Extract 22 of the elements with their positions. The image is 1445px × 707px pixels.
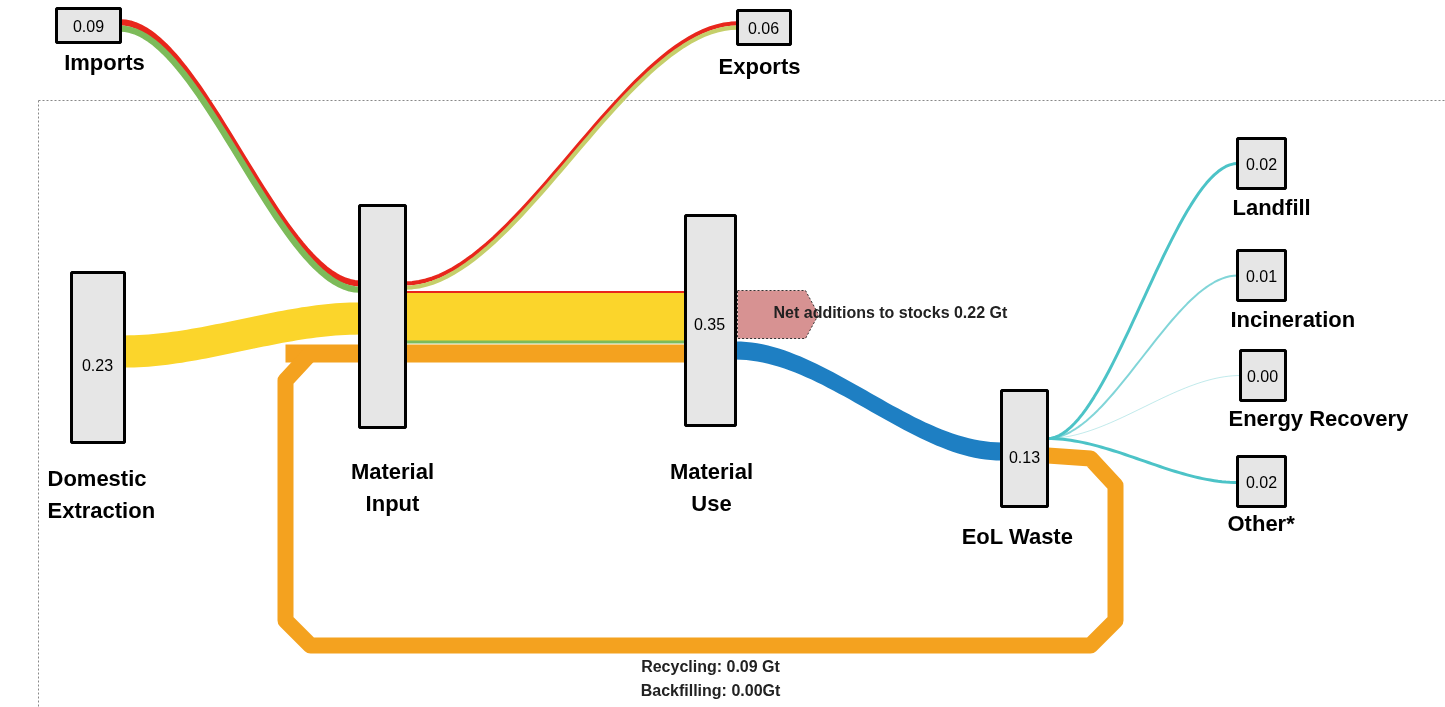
category-label: Landfill: [1232, 194, 1311, 220]
category-label: Domestic Extraction: [47, 465, 156, 523]
text: Backfilling: 0.00Gt: [640, 682, 781, 699]
data-label: 0.13: [1008, 448, 1041, 466]
data-label: 0.09: [72, 17, 105, 35]
data-label: 0.23: [81, 356, 114, 374]
category-label: Material Use: [669, 458, 754, 516]
text: Net additions to stocks 0.22 Gt: [773, 304, 1008, 321]
data-label: 0.02: [1245, 473, 1278, 491]
category-label: Material Input: [350, 458, 435, 516]
data-label: 0.00: [1246, 367, 1279, 385]
category-label: Other*: [1227, 510, 1296, 536]
data-label: 0.35: [693, 315, 726, 333]
data-label: 0.06: [747, 19, 780, 37]
category-label: Exports: [718, 54, 801, 79]
text: Recycling: 0.09 Gt: [641, 658, 781, 675]
data-label: 0.01: [1245, 267, 1278, 285]
category-label: Incineration: [1230, 306, 1356, 332]
category-label: Energy Recovery: [1228, 405, 1410, 431]
data-label: 0.02: [1245, 155, 1278, 173]
category-label: Imports: [64, 50, 145, 75]
category-label: EoL Waste: [961, 523, 1073, 549]
